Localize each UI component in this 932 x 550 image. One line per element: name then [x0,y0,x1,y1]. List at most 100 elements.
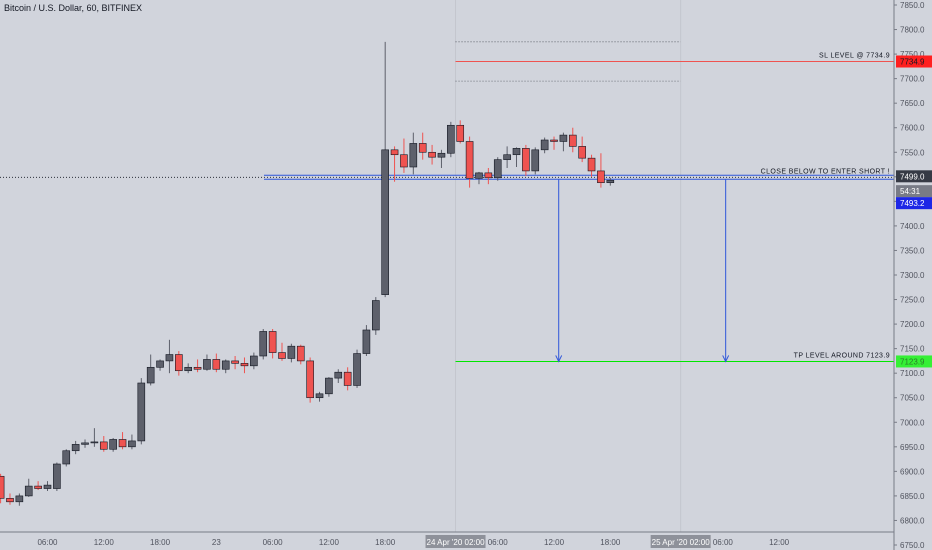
tp-price-tag: 7123.9 [900,357,925,366]
candle-body [540,139,549,151]
candle-body [231,360,239,364]
candle-body [606,179,615,184]
price-tick-label: 7050.0 [900,394,925,403]
candle-body [109,439,117,450]
target-arrowhead-0 [555,355,563,363]
time-tick-label: 12:00 [769,538,790,547]
price-tick-label: 7600.0 [900,124,925,133]
entry-price-tag: 7499.0 [900,172,925,181]
candle-body [512,148,521,156]
price-tick-label: 7700.0 [900,75,925,84]
price-tick-label: 7100.0 [900,369,925,378]
candle-body [531,149,540,172]
entry-label: CLOSE BELOW TO ENTER SHORT ! [761,168,890,175]
countdown-tag-bg [896,185,932,198]
candle-body [343,371,352,386]
candle-body [578,146,586,159]
candle-body [447,124,455,154]
date-highlight-label-1: 25 Apr '20 02:00 [652,538,711,547]
candle-body [268,331,277,353]
candle-body [390,149,399,156]
price-tick-label: 7200.0 [900,320,925,329]
time-tick-label: 12:00 [544,538,565,547]
price-tick-label: 7350.0 [900,246,925,255]
price-tick-label: 7650.0 [900,99,925,108]
candle-body [43,484,52,489]
candle-body [0,475,5,499]
time-tick-label: 06:00 [713,538,734,547]
price-tick-label: 6900.0 [900,467,925,476]
price-tick-label: 7300.0 [900,271,925,280]
date-highlight-bg-1 [650,535,711,548]
candle-body [353,353,361,386]
price-tick-label: 7250.0 [900,296,925,305]
candle-body [175,354,183,372]
time-tick-label: 06:00 [263,538,284,547]
price-tick-label: 7150.0 [900,345,925,354]
candle-body [90,441,99,444]
candle-body [287,345,296,359]
candle-body [296,345,305,362]
candle-body [409,143,418,168]
candle-body [15,495,24,503]
candle-body [559,134,568,142]
time-tick-label: 18:00 [375,538,396,547]
candle-body [418,143,427,153]
candle-body [53,463,61,489]
sl-price-tag-bg [896,55,932,68]
time-tick-label: 06:00 [488,538,509,547]
candle-body [437,152,446,158]
date-highlight-bg-0 [425,535,486,548]
candles-group [0,41,615,506]
time-tick-label: 18:00 [150,538,171,547]
candle-body [81,442,89,445]
candle-body [250,355,258,367]
candle-body [550,139,558,142]
candle-body [24,485,33,497]
candle-body [137,382,146,442]
candle-body [156,360,164,368]
candle-body [325,377,333,395]
price-tick-label: 7750.0 [900,50,925,59]
price-tick-label: 7000.0 [900,418,925,427]
time-tick-label: 12:00 [94,538,115,547]
target-arrowhead-1 [722,355,730,363]
tp-price-tag-bg [896,355,932,368]
candle-body [118,439,127,448]
candle-body [259,331,268,357]
candle-body [381,149,389,295]
price-tick-label: 6800.0 [900,516,925,525]
candle-body [484,172,493,179]
candle-body [62,450,71,465]
candle-body [362,329,371,354]
candle-body [456,124,465,142]
candle-body [315,393,324,399]
candle-body [240,363,249,367]
candle-body [597,170,605,184]
price-tick-label: 7400.0 [900,222,925,231]
time-tick-label: 18:00 [600,538,621,547]
candle-body [522,148,530,172]
countdown-tag: 54:31 [900,187,921,196]
tp-label: TP LEVEL AROUND 7123.9 [794,352,890,359]
candle-body [165,354,174,362]
sl-price-tag: 7734.9 [900,58,925,67]
candle-body [278,352,286,359]
symbol-title[interactable]: Bitcoin / U.S. Dollar, 60, BITFINEX [4,3,143,13]
candle-body [371,300,380,331]
candle-body [184,366,192,372]
price-tick-label: 7800.0 [900,26,925,35]
price-tick-label: 7850.0 [900,1,925,10]
candle-body [193,366,202,370]
candle-body [334,371,343,379]
candle-body [475,172,483,179]
candle-body [221,360,230,370]
candle-body [428,151,436,158]
candle-body [306,360,314,399]
candle-body [465,141,474,179]
price-tick-label: 7550.0 [900,148,925,157]
candle-body [212,359,221,370]
price-tick-label: 6750.0 [900,541,925,550]
